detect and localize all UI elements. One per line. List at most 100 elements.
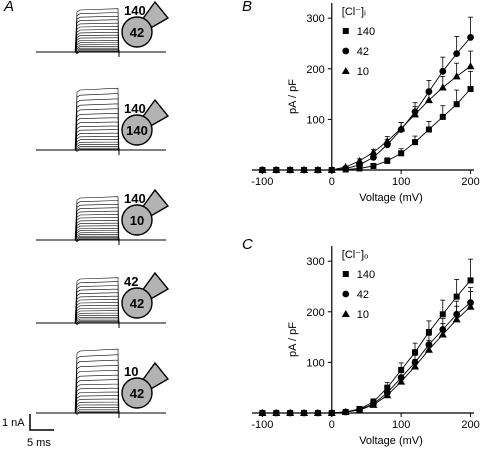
data-point (424, 96, 433, 104)
current-trace-family (74, 8, 120, 55)
data-point (384, 384, 391, 391)
data-point (313, 166, 322, 173)
data-point (467, 34, 474, 41)
data-point (411, 110, 420, 118)
y-tick-label: 200 (306, 307, 324, 319)
data-point (425, 329, 432, 336)
data-point (369, 400, 378, 408)
data-point (439, 311, 446, 318)
current-trace-family (74, 277, 120, 326)
current-trace-family (74, 348, 120, 416)
legend-label: 10 (357, 66, 369, 78)
data-point (452, 72, 461, 80)
data-point (439, 113, 446, 120)
series-triangle (258, 291, 475, 416)
pipette-concentration: 140 (124, 3, 146, 18)
data-point (397, 377, 406, 385)
cell-concentration: 42 (130, 25, 144, 40)
data-point (313, 409, 322, 416)
x-tick-label: 100 (392, 176, 410, 188)
data-point (327, 166, 336, 173)
data-point (425, 126, 432, 133)
data-point (258, 409, 267, 416)
data-point (341, 162, 350, 170)
data-point (355, 405, 364, 413)
data-point (397, 124, 406, 132)
legend-marker-square (342, 28, 349, 34)
x-axis-label: Voltage (mV) (359, 435, 423, 447)
y-axis-label: pA / pF (287, 322, 299, 357)
data-point (286, 409, 295, 416)
legend-marker-circle (342, 290, 350, 298)
data-point (355, 156, 364, 164)
data-point (398, 366, 405, 373)
scale-bar (29, 414, 54, 431)
x-tick-label: -100 (251, 419, 273, 431)
y-tick-label: 100 (306, 357, 324, 369)
data-point (370, 153, 377, 161)
data-point (369, 148, 378, 156)
data-point (383, 391, 392, 399)
x-axis-label: Voltage (mV) (359, 192, 423, 204)
data-point (453, 101, 460, 108)
legend-label: 140 (357, 269, 375, 281)
legend-label: 10 (357, 309, 369, 321)
data-point (452, 315, 461, 323)
x-tick-label: -100 (251, 176, 273, 188)
pipette-concentration: 140 (124, 191, 146, 206)
cell-concentration: 42 (130, 386, 144, 401)
current-trace-family (74, 87, 120, 153)
data-point (467, 277, 474, 284)
y-tick-label: 100 (306, 114, 324, 126)
cell-icon (121, 287, 153, 319)
y-axis-label: pA / pF (287, 79, 299, 114)
data-point (453, 293, 460, 300)
data-point (439, 67, 447, 75)
x-tick-label: 100 (392, 419, 410, 431)
data-point (412, 349, 419, 356)
data-point (327, 409, 336, 416)
legend-marker-square (342, 271, 349, 277)
data-point (272, 166, 281, 173)
legend-label: 140 (357, 26, 375, 38)
data-point (467, 86, 474, 93)
panel-c-letter: C (242, 236, 253, 253)
pipette-concentration: 140 (124, 101, 146, 116)
data-point (300, 409, 309, 416)
data-point (384, 157, 391, 164)
data-point (383, 137, 392, 145)
data-point (411, 362, 420, 370)
data-point (258, 166, 267, 173)
pipette-concentration: 42 (124, 274, 138, 289)
panel-b-letter: B (242, 0, 253, 15)
data-point (412, 139, 419, 146)
y-tick-label: 200 (306, 64, 324, 76)
series-line (262, 65, 471, 171)
data-point (286, 166, 295, 173)
scale-bar-current: 1 nA (2, 417, 25, 429)
data-point (341, 407, 350, 415)
legend-marker-triangle (341, 67, 350, 74)
legend-marker-circle (342, 47, 350, 55)
legend-label: 42 (357, 289, 369, 301)
current-trace-family (74, 196, 120, 243)
data-point (398, 150, 405, 157)
data-point (466, 302, 475, 310)
pipette-concentration: 10 (124, 364, 138, 379)
data-point (453, 50, 461, 58)
y-tick-label: 300 (306, 256, 324, 268)
panel-a-letter: A (4, 0, 15, 15)
x-tick-label: 0 (329, 419, 335, 431)
data-point (438, 330, 447, 338)
legend-label: 42 (357, 46, 369, 58)
cell-icon (121, 114, 153, 146)
x-tick-label: 0 (329, 176, 335, 188)
data-point (300, 166, 309, 173)
data-point (356, 165, 363, 172)
series-line (262, 306, 471, 414)
data-point (424, 345, 433, 353)
x-tick-label: 200 (461, 176, 479, 188)
